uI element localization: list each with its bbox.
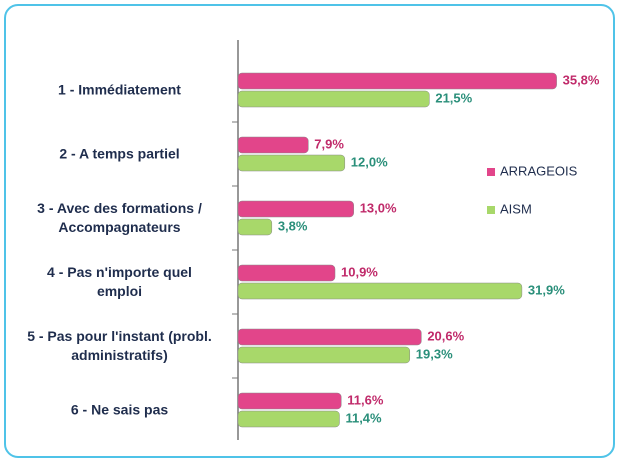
value-label: 7,9% — [314, 136, 344, 151]
value-label: 11,6% — [347, 392, 384, 407]
value-label: 35,8% — [563, 72, 600, 87]
bar — [237, 392, 342, 410]
bar — [237, 200, 354, 218]
legend-label: AISM — [500, 201, 532, 216]
bar — [237, 90, 430, 108]
category-label: 1 - Immédiatement — [58, 81, 181, 98]
value-label: 12,0% — [351, 154, 388, 169]
bar — [237, 410, 340, 428]
bar — [237, 154, 346, 172]
value-label: 19,3% — [416, 346, 453, 361]
value-label: 21,5% — [435, 90, 472, 105]
bar — [237, 346, 411, 364]
value-label: 31,9% — [528, 282, 565, 297]
legend-label: ARRAGEOIS — [500, 163, 578, 178]
value-label: 20,6% — [427, 328, 464, 343]
bar — [237, 264, 336, 282]
value-label: 3,8% — [278, 218, 308, 233]
legend-swatch — [487, 168, 495, 176]
legend-swatch — [487, 206, 495, 214]
category-label: 6 - Ne sais pas — [70, 401, 169, 418]
bar — [237, 282, 523, 300]
category-label: 2 - A temps partiel — [59, 145, 180, 162]
category-label: 3 - Avec des formations / Accompagnateur… — [37, 200, 202, 235]
category-label: 4 - Pas n'importe quel emploi — [47, 264, 192, 299]
frame — [4, 4, 615, 458]
bar — [237, 328, 422, 346]
bar — [237, 72, 557, 90]
value-label: 13,0% — [360, 200, 397, 215]
bar — [237, 218, 273, 236]
category-label: 5 - Pas pour l'instant (probl. administr… — [27, 328, 212, 363]
bar — [237, 136, 309, 154]
value-label: 10,9% — [341, 264, 378, 279]
value-label: 11,4% — [345, 410, 382, 425]
